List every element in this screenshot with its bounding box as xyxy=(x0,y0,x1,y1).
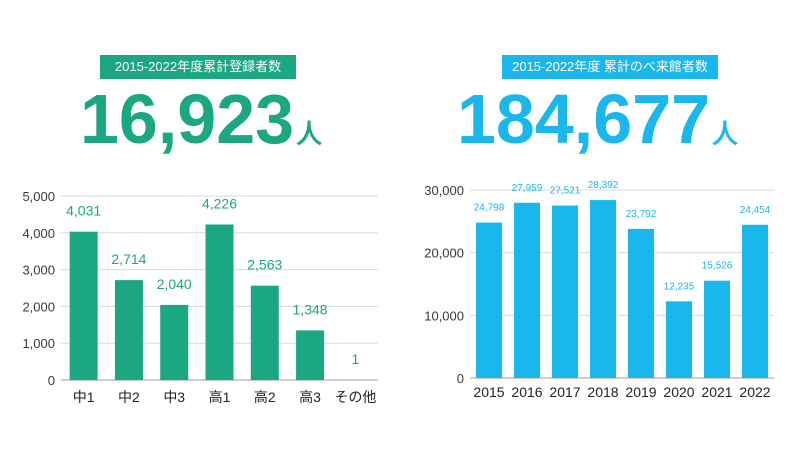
x-category-label: 2015 xyxy=(473,384,504,400)
bar xyxy=(114,280,143,380)
registrants-total-number: 16,923 xyxy=(80,80,295,158)
y-tick-label: 5,000 xyxy=(22,189,55,204)
x-category-label: 2017 xyxy=(549,384,580,400)
bar xyxy=(205,224,234,380)
x-category-label: 中3 xyxy=(163,389,185,405)
data-label: 12,235 xyxy=(664,281,695,292)
data-label: 1 xyxy=(351,351,359,367)
data-label: 24,454 xyxy=(740,205,771,216)
x-category-label: 中1 xyxy=(73,389,95,405)
visitors-total-unit: 人 xyxy=(712,119,739,149)
bar xyxy=(552,205,578,378)
data-label: 4,226 xyxy=(202,195,237,211)
y-tick-label: 20,000 xyxy=(424,246,464,261)
data-label: 2,563 xyxy=(247,257,282,273)
y-tick-label: 0 xyxy=(457,371,464,386)
y-tick-label: 2,000 xyxy=(22,299,55,314)
y-tick-label: 0 xyxy=(48,373,55,388)
x-category-label: 2019 xyxy=(625,384,656,400)
registrants-total-unit: 人 xyxy=(296,119,323,149)
bar xyxy=(250,285,279,380)
data-label: 27,521 xyxy=(550,186,581,197)
bar xyxy=(69,231,98,380)
data-label: 15,526 xyxy=(702,261,733,272)
registrants-title-badge: 2015-2022年度累計登録者数 xyxy=(100,55,296,79)
data-label: 28,392 xyxy=(588,180,619,191)
data-label: 23,792 xyxy=(626,209,657,220)
bar xyxy=(628,228,654,378)
data-label: 4,031 xyxy=(66,203,101,219)
x-category-label: 中2 xyxy=(118,389,140,405)
bar xyxy=(160,304,189,380)
visitors-title-badge: 2015-2022年度 累計のべ来館者数 xyxy=(502,55,718,79)
x-category-label: 2020 xyxy=(663,384,694,400)
data-label: 27,959 xyxy=(512,183,543,194)
y-tick-label: 4,000 xyxy=(22,226,55,241)
y-tick-label: 30,000 xyxy=(424,183,464,198)
x-category-label: 高3 xyxy=(299,389,321,405)
x-category-label: 2018 xyxy=(587,384,618,400)
x-category-label: 高2 xyxy=(254,389,276,405)
data-label: 1,348 xyxy=(293,301,328,317)
visitors-panel: 2015-2022年度 累計のべ来館者数 184,677人 0 10,000 20,… xyxy=(400,0,800,450)
y-tick-label: 1,000 xyxy=(22,336,55,351)
bar xyxy=(296,330,325,380)
data-label: 2,714 xyxy=(111,251,146,267)
bar xyxy=(590,200,616,378)
visitors-total-number: 184,677 xyxy=(457,80,711,158)
y-tick-label: 10,000 xyxy=(424,308,464,323)
visitors-bar-chart: 0 10,000 20,000 30,000 24,798 2015 27,959 2016 2… xyxy=(424,180,774,400)
data-label: 24,798 xyxy=(474,203,505,214)
bar xyxy=(666,301,692,378)
registrants-total: 16,923人 xyxy=(80,82,322,157)
registrants-panel: 2015-2022年度累計登録者数 16,923人 0 1,000 2,000 3,0… xyxy=(22,55,378,405)
data-label: 2,040 xyxy=(157,276,192,292)
registrants-bar-chart: 0 1,000 2,000 3,000 4,000 5,000 4,031 中1 2,714 中2… xyxy=(22,189,378,405)
bar xyxy=(704,280,730,378)
x-category-label: 2021 xyxy=(701,384,732,400)
bar xyxy=(514,202,540,378)
bar xyxy=(476,222,502,378)
x-category-label: その他 xyxy=(334,389,376,405)
x-category-label: 2016 xyxy=(511,384,542,400)
x-category-label: 高1 xyxy=(209,389,231,405)
bar xyxy=(742,224,768,378)
visitors-total: 184,677人 xyxy=(457,82,738,157)
y-tick-label: 3,000 xyxy=(22,263,55,278)
x-category-label: 2022 xyxy=(739,384,770,400)
